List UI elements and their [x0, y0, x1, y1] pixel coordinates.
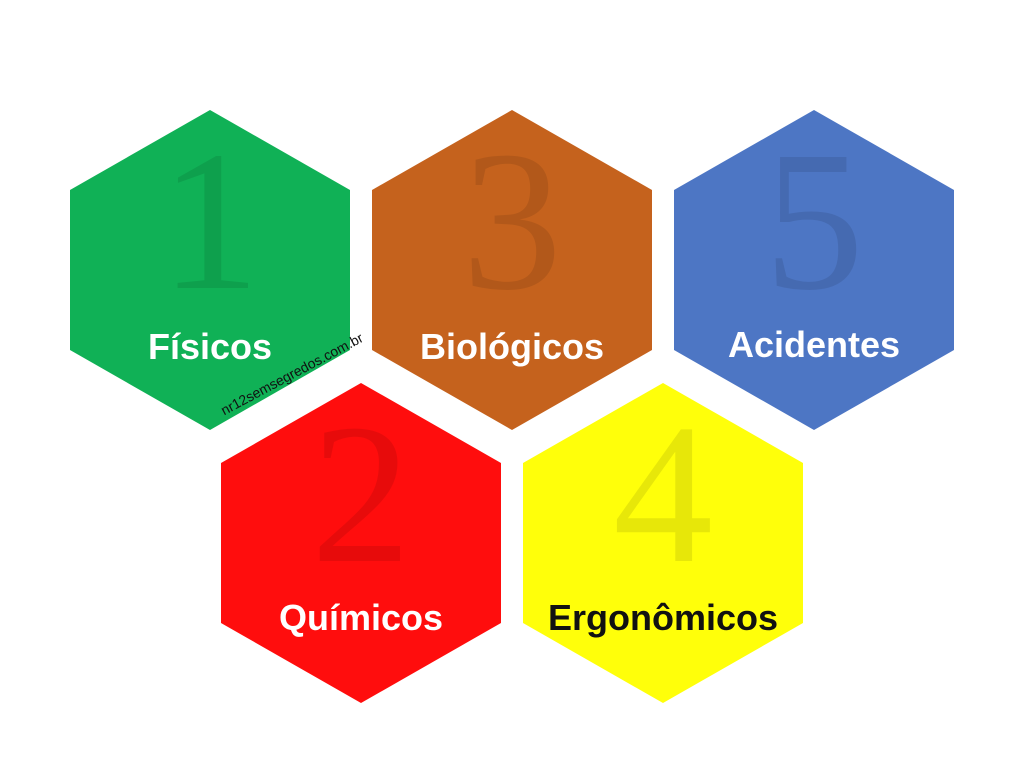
hexagon-label: Ergonômicos: [547, 597, 779, 638]
hexagon-shape: [70, 110, 350, 430]
hexagon-number: 3: [462, 111, 562, 332]
hexagon-shape: [372, 110, 652, 430]
hexagon-acidentes: 5 Acidentes: [674, 110, 954, 430]
hexagon-number: 2: [311, 384, 411, 605]
hexagon-label: Biológicos: [419, 326, 604, 367]
hexagon-number: 1: [160, 111, 260, 332]
hexagon-shape: [523, 383, 803, 703]
hexagon-fisicos: 1 Físicos: [70, 110, 350, 430]
hexagon-label: Químicos: [278, 597, 444, 638]
hexagon-number: 4: [613, 384, 713, 605]
hexagon-number: 5: [764, 111, 864, 332]
hexagon-biologicos: 3 Biológicos: [372, 110, 652, 430]
hexagon-shape: [221, 383, 501, 703]
hexagon-ergonomicos: 4 Ergonômicos: [523, 383, 803, 703]
hexagon-shape: [674, 110, 954, 430]
hexagon-label: Físicos: [147, 326, 273, 367]
hexagon-quimicos: 2 Químicos: [221, 383, 501, 703]
hexagon-label: Acidentes: [727, 324, 901, 365]
